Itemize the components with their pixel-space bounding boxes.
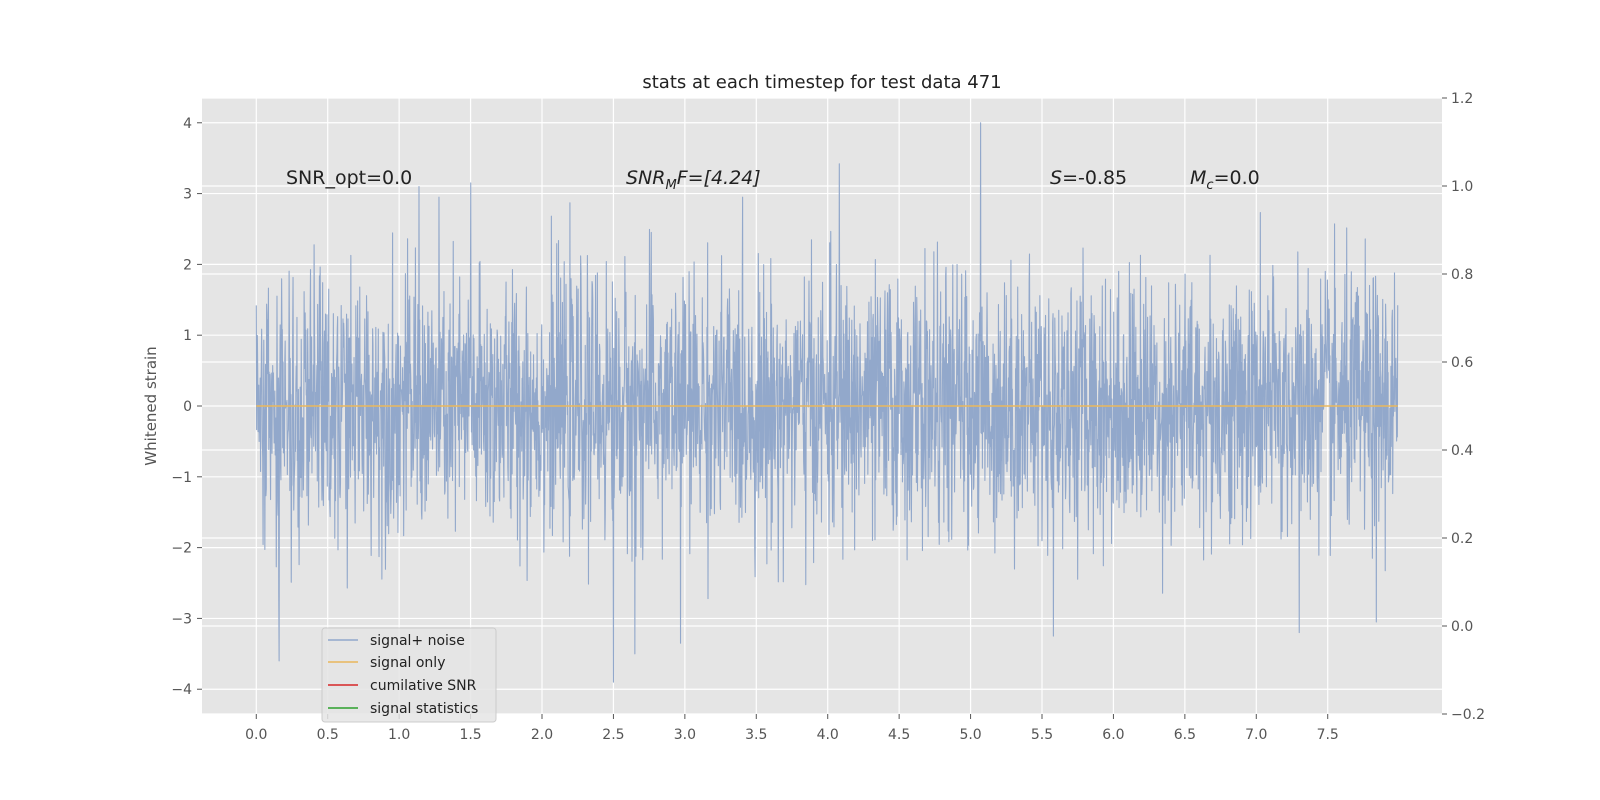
- snr-opt-annotation: SNR_opt=0.0: [286, 167, 412, 189]
- x-axis: 0.0 0.5 1.0 1.5 2.0 2.5 3.0 3.5 4.0 4.5 5.0 5.5 6.0 6…: [245, 714, 1339, 743]
- y2-tick-label: 1.0: [1451, 179, 1473, 195]
- x-tick-label: 5.5: [1031, 727, 1053, 743]
- x-tick-label: 5.0: [959, 727, 981, 743]
- mc-annotation: Mc=0.0: [1190, 167, 1260, 193]
- x-tick-label: 6.5: [1174, 727, 1196, 743]
- y-tick-label: 3: [183, 187, 192, 203]
- x-tick-label: 3.5: [745, 727, 767, 743]
- legend-label-cumulative-snr: cumilative SNR: [370, 678, 477, 694]
- x-tick-label: 7.0: [1245, 727, 1267, 743]
- y-tick-label: 2: [183, 257, 192, 273]
- x-tick-label: 4.0: [817, 727, 839, 743]
- x-tick-label: 2.0: [531, 727, 553, 743]
- x-tick-label: 4.5: [888, 727, 910, 743]
- y2-tick-label: −0.2: [1451, 707, 1485, 723]
- y-tick-label: 4: [183, 116, 192, 132]
- signal-noise-line: [255, 122, 1399, 683]
- snr-mf-annotation: SNRMF=[4.24]: [626, 167, 761, 193]
- y-tick-label: −2: [171, 541, 192, 557]
- x-tick-label: 6.0: [1102, 727, 1124, 743]
- x-tick-label: 0.5: [317, 727, 339, 743]
- x-tick-label: 7.5: [1317, 727, 1339, 743]
- y2-tick-label: 1.2: [1451, 91, 1473, 107]
- y-axis: 4 3 2 1 0 −1 −2 −3 −4: [171, 116, 202, 698]
- x-tick-label: 1.0: [388, 727, 410, 743]
- y-tick-label: −4: [171, 682, 192, 698]
- legend: signal+ noise signal only cumilative SNR…: [321, 627, 497, 723]
- y-tick-label: −3: [171, 611, 192, 627]
- y2-tick-label: 0.6: [1451, 355, 1473, 371]
- y-tick-label: 1: [183, 328, 192, 344]
- legend-label-signal-only: signal only: [370, 655, 445, 671]
- y2-axis: 1.2 1.0 0.8 0.6 0.4 0.2 0.0 −0.2: [1442, 91, 1485, 723]
- y-axis-label: Whitened strain: [142, 346, 160, 465]
- y2-tick-label: 0.0: [1451, 619, 1473, 635]
- legend-label-signal-statistics: signal statistics: [370, 701, 478, 717]
- y2-tick-label: 0.4: [1451, 443, 1473, 459]
- x-tick-label: 1.5: [459, 727, 481, 743]
- legend-box: [321, 627, 497, 723]
- y-tick-label: 0: [183, 399, 192, 415]
- y2-tick-label: 0.8: [1451, 267, 1473, 283]
- y2-tick-label: 0.2: [1451, 531, 1473, 547]
- x-tick-label: 0.0: [245, 727, 267, 743]
- series-layer: [255, 122, 1399, 683]
- s-annotation: S=-0.85: [1050, 167, 1127, 189]
- x-tick-label: 2.5: [602, 727, 624, 743]
- x-tick-label: 3.0: [674, 727, 696, 743]
- y-tick-label: −1: [171, 470, 192, 486]
- legend-label-signal-noise: signal+ noise: [370, 633, 465, 649]
- chart-title: stats at each timestep for test data 471: [642, 72, 1001, 93]
